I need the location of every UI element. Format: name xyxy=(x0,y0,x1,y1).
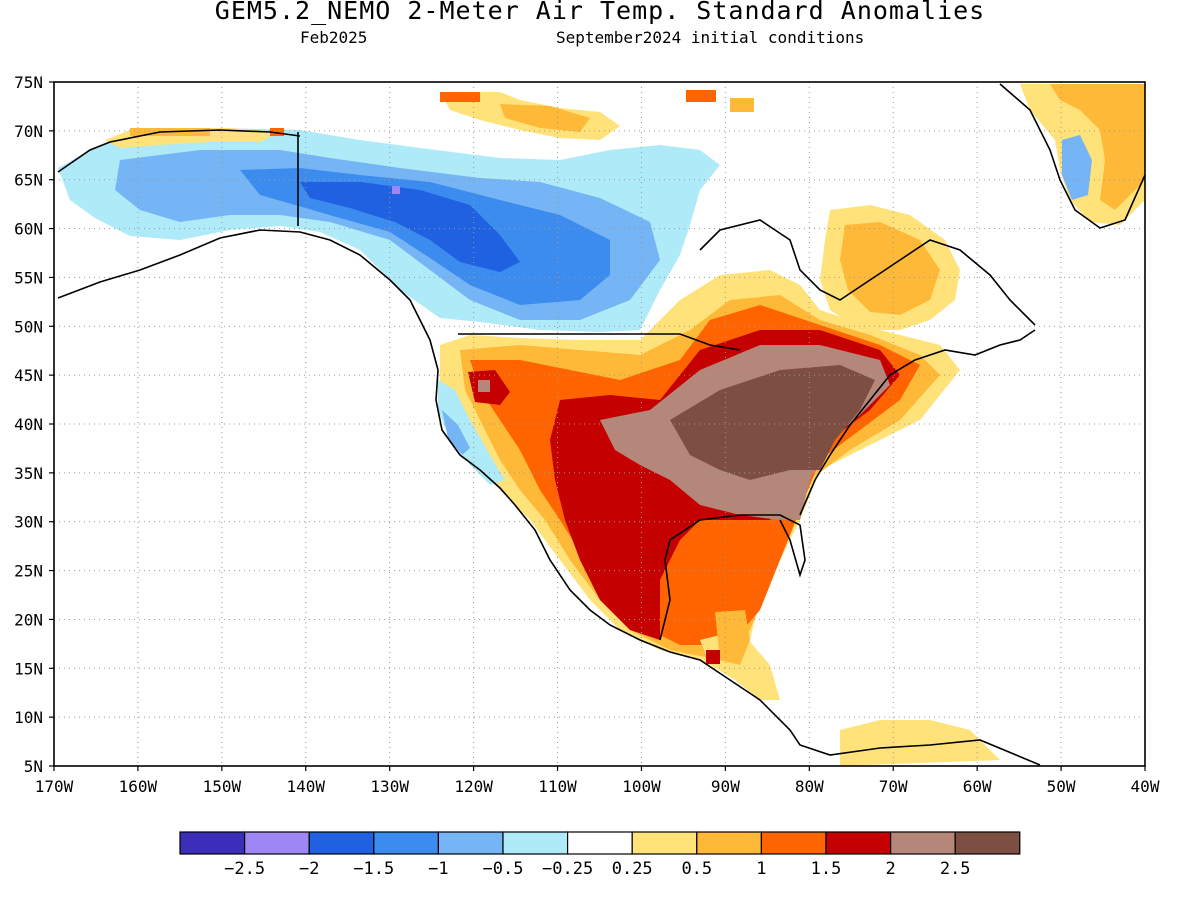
lat-tick-label: 50N xyxy=(14,317,43,336)
lon-tick-label: 90W xyxy=(711,777,740,796)
colorbar-swatch xyxy=(308,831,375,855)
coastline-east xyxy=(799,329,1036,516)
latitude-labels: 5N 10N 15N 20N 25N 30N 35N 40N 45N 50N 55N 60N 65N 70… xyxy=(14,73,54,776)
anomaly-region-west-coast-blue xyxy=(438,380,505,485)
chart-title: GEM5.2_NEMO 2-Meter Air Temp. Standard A… xyxy=(214,0,986,25)
lat-tick-label: 10N xyxy=(14,708,43,727)
longitude-labels: 170W 160W 150W 140W 130W 120W 110W 100W 90W 80W 70… xyxy=(35,766,1160,796)
anomaly-region-greenland-orange xyxy=(1050,84,1145,210)
grid-lines xyxy=(54,82,1145,766)
anomaly-region-central-america-orange xyxy=(715,610,750,665)
colorbar-swatch xyxy=(631,831,698,855)
lon-tick-label: 150W xyxy=(203,777,242,796)
colorbar-tick-label: −0.5 xyxy=(483,859,524,879)
colorbar-swatch xyxy=(825,831,892,855)
anomaly-cell-purple xyxy=(392,186,400,194)
lat-tick-label: 75N xyxy=(14,73,43,92)
coastline-north-america xyxy=(57,229,1041,766)
border-canada-us xyxy=(458,333,741,351)
lon-tick-label: 40W xyxy=(1131,777,1160,796)
coastline-greenland xyxy=(999,83,1145,229)
colorbar-tick-label: −1.5 xyxy=(353,859,394,879)
anomaly-region-blue-3 xyxy=(300,182,520,272)
lat-tick-label: 65N xyxy=(14,171,43,190)
lon-tick-label: 160W xyxy=(119,777,158,796)
lat-tick-label: 15N xyxy=(14,659,43,678)
lon-tick-label: 110W xyxy=(538,777,577,796)
colorbar-tick-label: 1.5 xyxy=(811,859,842,879)
colorbar-tick-label: −1 xyxy=(428,859,448,879)
colorbar-tick-label: −0.25 xyxy=(542,859,593,879)
lat-tick-label: 55N xyxy=(14,268,43,287)
colorbar-swatch xyxy=(179,831,246,855)
lat-tick-label: 25N xyxy=(14,562,43,581)
lat-tick-label: 40N xyxy=(14,415,43,434)
colorbar-swatch xyxy=(437,831,504,855)
colorbar-swatch xyxy=(373,831,439,855)
lon-tick-label: 50W xyxy=(1047,777,1076,796)
coastline-hudson-labrador xyxy=(699,219,1036,326)
colorbar-swatch xyxy=(244,831,310,855)
anomaly-cell-red-central xyxy=(706,650,720,664)
colorbar-tick-label: 1 xyxy=(756,859,766,879)
colorbar-swatch xyxy=(954,831,1021,855)
anomaly-cell-orange-arctic xyxy=(440,92,480,102)
anomaly-cell-orange-arctic-3 xyxy=(730,98,754,112)
lat-tick-label: 5N xyxy=(24,757,43,776)
coastlines xyxy=(57,83,1145,766)
lon-tick-label: 60W xyxy=(963,777,992,796)
init-conditions-label: September2024 initial conditions xyxy=(556,28,865,47)
colorbar xyxy=(179,831,1021,855)
lat-tick-label: 45N xyxy=(14,366,43,385)
anomaly-cell-orange-arctic-2 xyxy=(686,90,716,102)
anomaly-region-quebec-orange xyxy=(840,222,940,315)
anomaly-cell-orange-alaska-2 xyxy=(270,128,284,136)
lat-tick-label: 30N xyxy=(14,513,43,532)
lon-tick-label: 80W xyxy=(795,777,824,796)
lon-tick-label: 70W xyxy=(879,777,908,796)
colorbar-tick-label: 0.5 xyxy=(681,859,712,879)
colorbar-tick-label: 0.25 xyxy=(612,859,653,879)
colorbar-swatch xyxy=(889,831,956,855)
lat-tick-label: 20N xyxy=(14,610,43,629)
lon-tick-label: 140W xyxy=(287,777,326,796)
colorbar-swatch xyxy=(760,831,827,855)
lon-tick-label: 170W xyxy=(35,777,74,796)
valid-month-label: Feb2025 xyxy=(300,28,368,47)
colorbar-swatch xyxy=(502,831,569,855)
anomaly-region-west-coast-blue-2 xyxy=(442,410,470,455)
anomaly-region-greenland-blue xyxy=(1062,135,1092,200)
colorbar-tick-labels: −2.5 −2 −1.5 −1 −0.5 −0.25 0.25 0.5 1 1.5 2 2.5 xyxy=(224,859,970,879)
lon-tick-label: 100W xyxy=(622,777,661,796)
colorbar-swatch xyxy=(696,831,762,855)
lon-tick-label: 120W xyxy=(454,777,493,796)
lat-tick-label: 35N xyxy=(14,464,43,483)
colorbar-tick-label: −2.5 xyxy=(224,859,265,879)
colorbar-tick-label: −2 xyxy=(299,859,319,879)
lat-tick-label: 70N xyxy=(14,122,43,141)
anomaly-region-south-america-yellow xyxy=(840,720,1000,766)
lon-tick-label: 130W xyxy=(370,777,409,796)
colorbar-tick-label: 2.5 xyxy=(940,859,971,879)
colorbar-swatch xyxy=(566,831,633,855)
anomaly-cell-brown-west xyxy=(478,380,490,392)
coastline-gulf xyxy=(659,514,806,641)
colorbar-tick-label: 2 xyxy=(885,859,895,879)
anomaly-region-warm-brown xyxy=(670,365,875,480)
coastline-alaska-north xyxy=(57,129,301,173)
lat-tick-label: 60N xyxy=(14,220,43,239)
anomaly-region-arctic-orange xyxy=(500,104,590,132)
